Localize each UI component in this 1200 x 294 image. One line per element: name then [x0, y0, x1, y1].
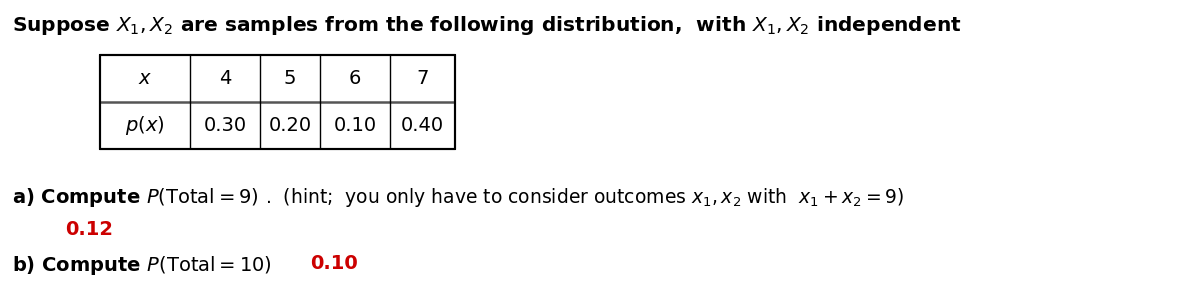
Text: 0.12: 0.12	[65, 220, 113, 239]
Text: a) Compute $P(\mathrm{Total} = 9)$: a) Compute $P(\mathrm{Total} = 9)$	[12, 186, 258, 209]
Text: .  (hint;  you only have to consider outcomes $x_1, x_2$ with  $x_1 + x_2 = 9$): . (hint; you only have to consider outco…	[265, 186, 904, 209]
Text: b) Compute $P(\mathrm{Total} = 10)$: b) Compute $P(\mathrm{Total} = 10)$	[12, 254, 272, 277]
Text: 0.10: 0.10	[334, 116, 377, 135]
Text: Suppose $X_1, X_2$ are samples from the following distribution,  with $X_1, X_2$: Suppose $X_1, X_2$ are samples from the …	[12, 14, 961, 37]
Bar	[100, 55, 455, 149]
Text: 0.10: 0.10	[310, 254, 358, 273]
Text: 4: 4	[218, 69, 232, 88]
Text: 0.40: 0.40	[401, 116, 444, 135]
Text: $p(x)$: $p(x)$	[125, 114, 164, 137]
Text: 6: 6	[349, 69, 361, 88]
Text: 0.30: 0.30	[204, 116, 246, 135]
Text: 0.20: 0.20	[269, 116, 312, 135]
Text: $x$: $x$	[138, 69, 152, 88]
Text: 7: 7	[416, 69, 428, 88]
Text: 5: 5	[283, 69, 296, 88]
